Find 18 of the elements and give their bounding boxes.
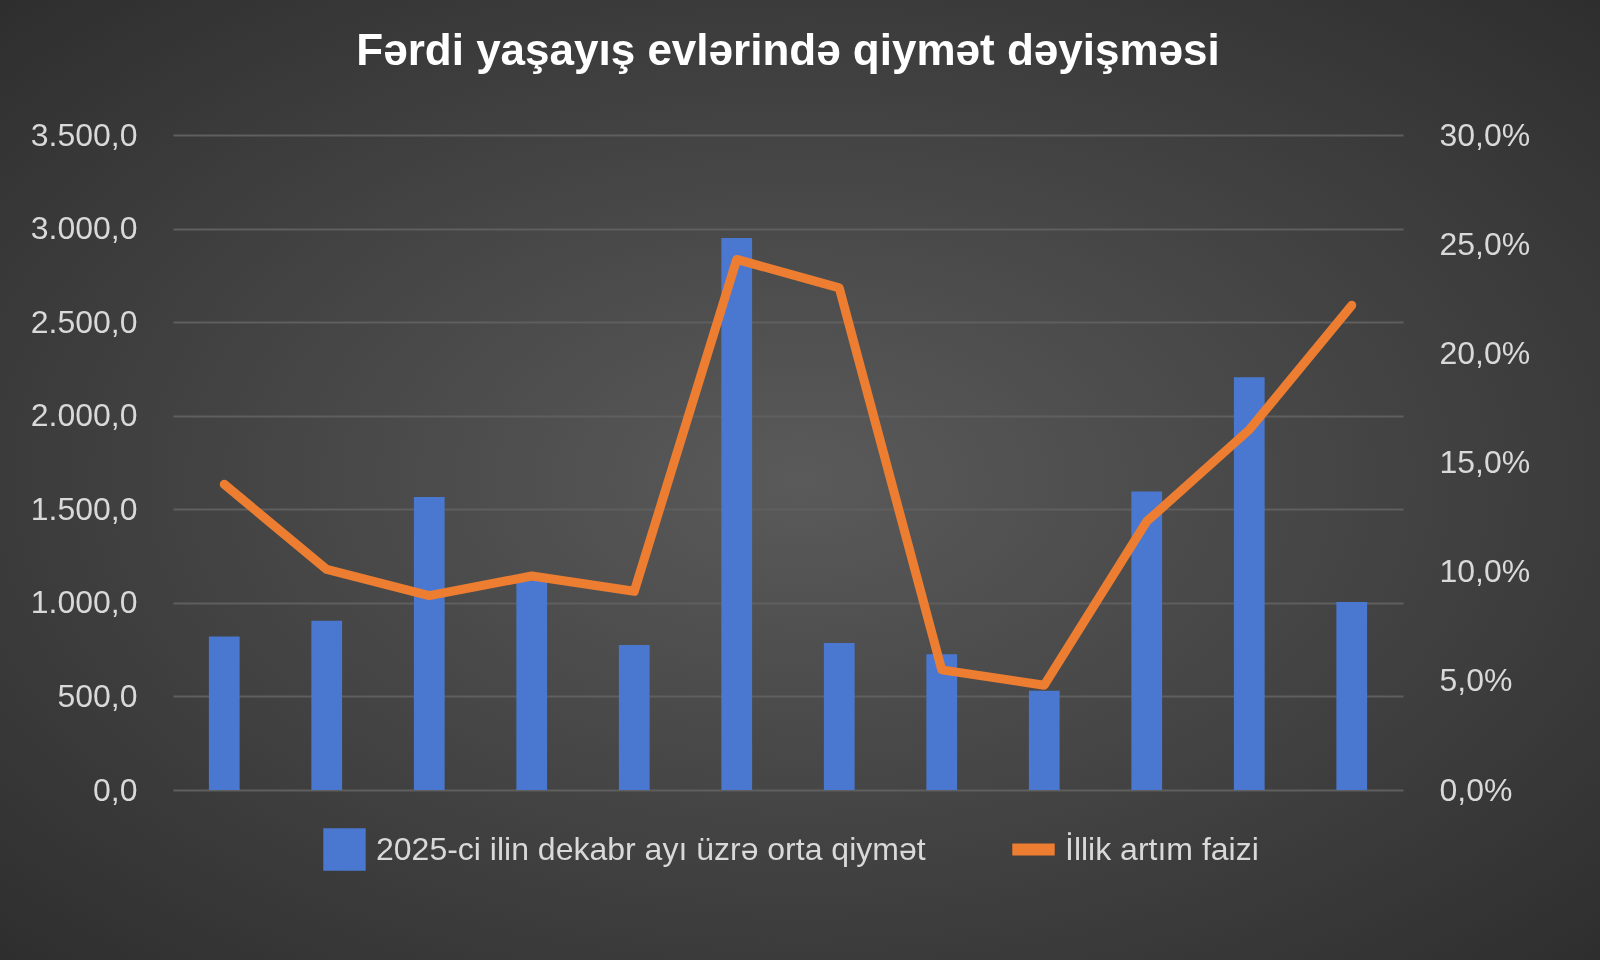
y-tick-label: 0,0: [93, 771, 138, 808]
y-tick-label: 3.500,0: [30, 116, 138, 153]
y2-tick-label: 30,0%: [1439, 116, 1531, 153]
y-tick-label: 2.000,0: [30, 397, 138, 434]
y-tick-label: 3.000,0: [30, 210, 138, 247]
y-tick-label: 1.500,0: [30, 490, 138, 527]
y2-tick-label: 20,0%: [1439, 334, 1531, 371]
y-tick-label: 2.500,0: [30, 303, 138, 340]
y2-tick-label: 15,0%: [1439, 444, 1531, 480]
legend-label: İllik artım faizi: [1065, 830, 1259, 867]
y2-tick-label: 25,0%: [1439, 225, 1531, 262]
y-tick-label: 500,0: [57, 677, 138, 714]
y2-tick-label: 10,0%: [1439, 553, 1531, 590]
y2-tick-label: 5,0%: [1439, 662, 1513, 699]
y-tick-label: 1.000,0: [30, 584, 138, 621]
chart-title: Fərdi yaşayış evlərində qiymət dəyişməsi: [356, 25, 1220, 74]
legend-label: 2025-ci ilin dekabr ayı üzrə orta qiymət: [376, 830, 926, 867]
y2-tick-label: 0,0%: [1439, 771, 1513, 808]
